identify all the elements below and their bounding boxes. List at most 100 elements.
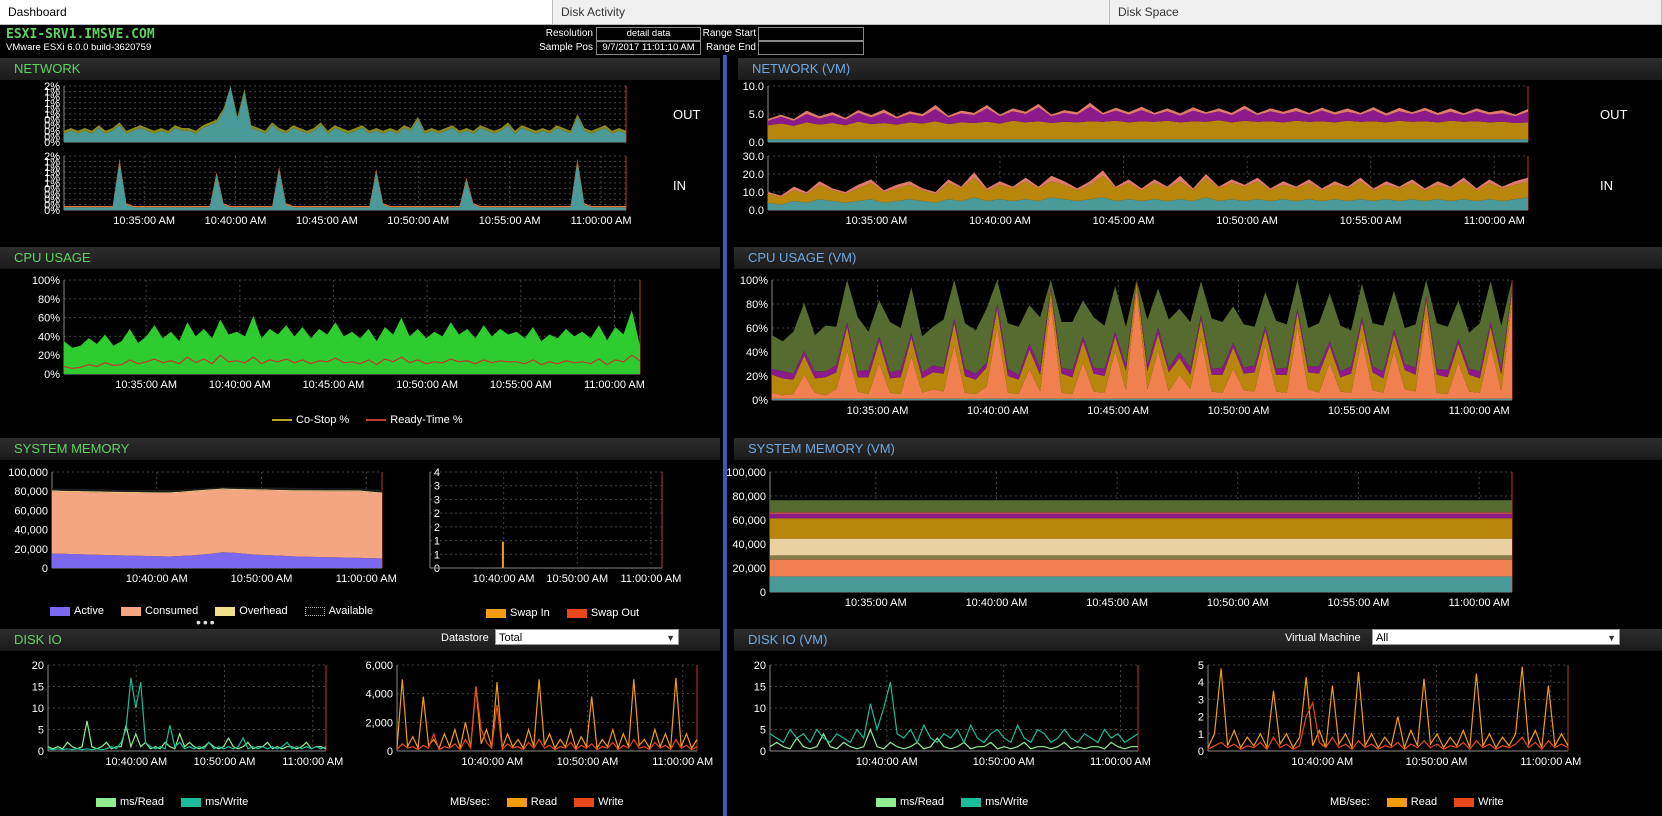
area-series	[64, 86, 626, 134]
y-tick-label: 100%	[740, 275, 768, 287]
legend-swatch	[181, 797, 202, 807]
y-tick-label: 0	[38, 746, 44, 758]
y-tick-label: 4	[1198, 677, 1204, 689]
y-tick-label: 80,000	[732, 491, 766, 503]
pane-splitter[interactable]	[723, 55, 727, 816]
host-header: ESXI-SRV1.IMSVE.COM VMware ESXi 6.0.0 bu…	[0, 25, 1662, 55]
x-tick-label: 10:45:00 AM	[303, 379, 365, 391]
resize-grip-icon[interactable]: •••	[196, 614, 217, 630]
y-tick-label: 0%	[44, 205, 60, 217]
x-tick-label: 10:50:00 AM	[1208, 405, 1270, 417]
area-series	[772, 280, 1512, 375]
area-series	[52, 488, 382, 494]
area-series	[64, 161, 626, 210]
legend-swatch	[96, 797, 116, 807]
virtual-machine-select[interactable]: All ▼	[1372, 629, 1620, 645]
y-tick-label: 3	[434, 481, 440, 493]
section-network-vm: NETWORK (VM)	[738, 58, 1662, 80]
y-tick-label: 40,000	[14, 525, 48, 537]
y-tick-label: 10.0	[743, 81, 764, 93]
disk-throughput-vm-legend: MB/sec: Read Write	[1330, 796, 1504, 808]
y-tick-label: 1%	[44, 87, 60, 99]
y-tick-label: 60%	[746, 323, 768, 335]
tab-disk-activity[interactable]: Disk Activity	[553, 0, 1110, 24]
y-tick-label: 0%	[44, 369, 60, 381]
range-end-field[interactable]	[758, 41, 864, 55]
area-series	[772, 398, 1512, 400]
cpu-usage-vm-chart: 100% 80% 60% 40% 20% 0% 10:35:00 AM 10:40:00 AM…	[740, 275, 1513, 417]
section-network: NETWORK	[0, 58, 720, 80]
y-tick-label: 0%	[44, 131, 60, 143]
line-series	[47, 677, 327, 751]
legend-item: ms/Write	[985, 796, 1029, 808]
x-tick-label: 10:35:00 AM	[845, 215, 907, 227]
y-tick-label: 20,000	[14, 544, 48, 556]
x-tick-label: 10:55:00 AM	[1340, 215, 1402, 227]
y-tick-label: 80%	[38, 294, 60, 306]
y-tick-label: 20.0	[743, 169, 764, 181]
network-vm-out-chart: 10.0 5.0 0.0	[743, 81, 1529, 149]
y-tick-label: 0%	[752, 395, 768, 407]
y-tick-label: 20%	[38, 350, 60, 362]
y-tick-label: 1%	[44, 156, 60, 168]
area-series	[770, 500, 1512, 513]
y-tick-label: 5	[760, 725, 766, 737]
x-tick-label: 11:00:00 AM	[571, 215, 632, 227]
x-tick-label: 11:00:00 AM	[282, 756, 343, 768]
legend-swatch	[876, 797, 896, 807]
cpu-legend: Co-Stop % Ready-Time %	[258, 414, 463, 426]
x-tick-label: 11:00:00 AM	[652, 756, 713, 768]
y-tick-label: 2	[1198, 712, 1204, 724]
host-name: ESXI-SRV1.IMSVE.COM	[6, 27, 155, 42]
x-tick-label: 10:35:00 AM	[115, 379, 177, 391]
legend-swatch	[574, 797, 595, 807]
x-tick-label: 10:50:00 AM	[231, 573, 293, 585]
section-cpu: CPU USAGE	[0, 247, 720, 269]
network-in-label: IN	[673, 178, 686, 193]
legend-swatch	[50, 606, 70, 616]
x-tick-label: 10:55:00 AM	[1328, 405, 1390, 417]
legend-item: ms/Write	[205, 796, 249, 808]
y-tick-label: 1%	[44, 109, 60, 121]
disk-latency-vm-legend: ms/Read ms/Write	[862, 796, 1028, 808]
y-tick-label: 100%	[32, 275, 60, 287]
y-tick-label: 0%	[44, 120, 60, 132]
x-tick-label: 11:00:00 AM	[1090, 756, 1151, 768]
x-tick-label: 10:40:00 AM	[856, 756, 918, 768]
resolution-field[interactable]: detail data	[596, 27, 701, 41]
line-series	[63, 354, 641, 370]
sample-pos-field[interactable]: 9/7/2017 11:01:10 AM	[596, 41, 701, 55]
x-tick-label: 10:50:00 AM	[1216, 215, 1278, 227]
x-tick-label: 10:50:00 AM	[546, 573, 608, 585]
x-tick-label: 10:40:00 AM	[209, 379, 271, 391]
legend-item: Overhead	[239, 605, 288, 617]
x-tick-label: 10:35:00 AM	[847, 405, 909, 417]
y-tick-label: 10	[754, 703, 766, 715]
x-tick-label: 10:50:00 AM	[396, 379, 458, 391]
section-memory: SYSTEM MEMORY	[0, 438, 720, 460]
tab-disk-space[interactable]: Disk Space	[1110, 0, 1662, 24]
y-tick-label: 1	[434, 549, 440, 561]
y-tick-label: 1%	[44, 178, 60, 190]
range-start-field[interactable]	[758, 27, 864, 41]
datastore-select[interactable]: Total ▼	[495, 629, 679, 645]
legend-swatch	[215, 606, 236, 616]
legend-swatch	[1454, 797, 1475, 807]
x-tick-label: 10:40:00 AM	[105, 756, 167, 768]
legend-item: Ready-Time %	[390, 414, 463, 426]
y-tick-label: 0%	[44, 200, 60, 212]
section-cpu-vm: CPU USAGE (VM)	[734, 247, 1662, 269]
disk-throughput-chart: 6,000 4,000 2,000 0 10:40:00 AM 10:50:00 AM 11…	[365, 660, 713, 768]
area-series	[768, 106, 1528, 126]
y-tick-label: 6,000	[365, 660, 393, 672]
legend-swatch	[1386, 797, 1407, 807]
y-tick-label: 0.0	[749, 137, 764, 149]
disk-throughput-vm-chart: 5 4 3 2 1 0 10:40:00 AM 10:50:00 AM 11:00:00 AM	[1198, 660, 1581, 768]
area-series	[768, 139, 1528, 142]
y-tick-label: 4,000	[365, 689, 393, 701]
y-tick-label: 40,000	[732, 539, 766, 551]
tab-dashboard[interactable]: Dashboard	[0, 0, 553, 24]
section-memory-vm: SYSTEM MEMORY (VM)	[734, 438, 1662, 460]
system-memory-vm-chart: 100,000 80,000 60,000 40,000 20,000 0 10:35:00…	[726, 467, 1513, 609]
line-series	[1207, 666, 1569, 750]
